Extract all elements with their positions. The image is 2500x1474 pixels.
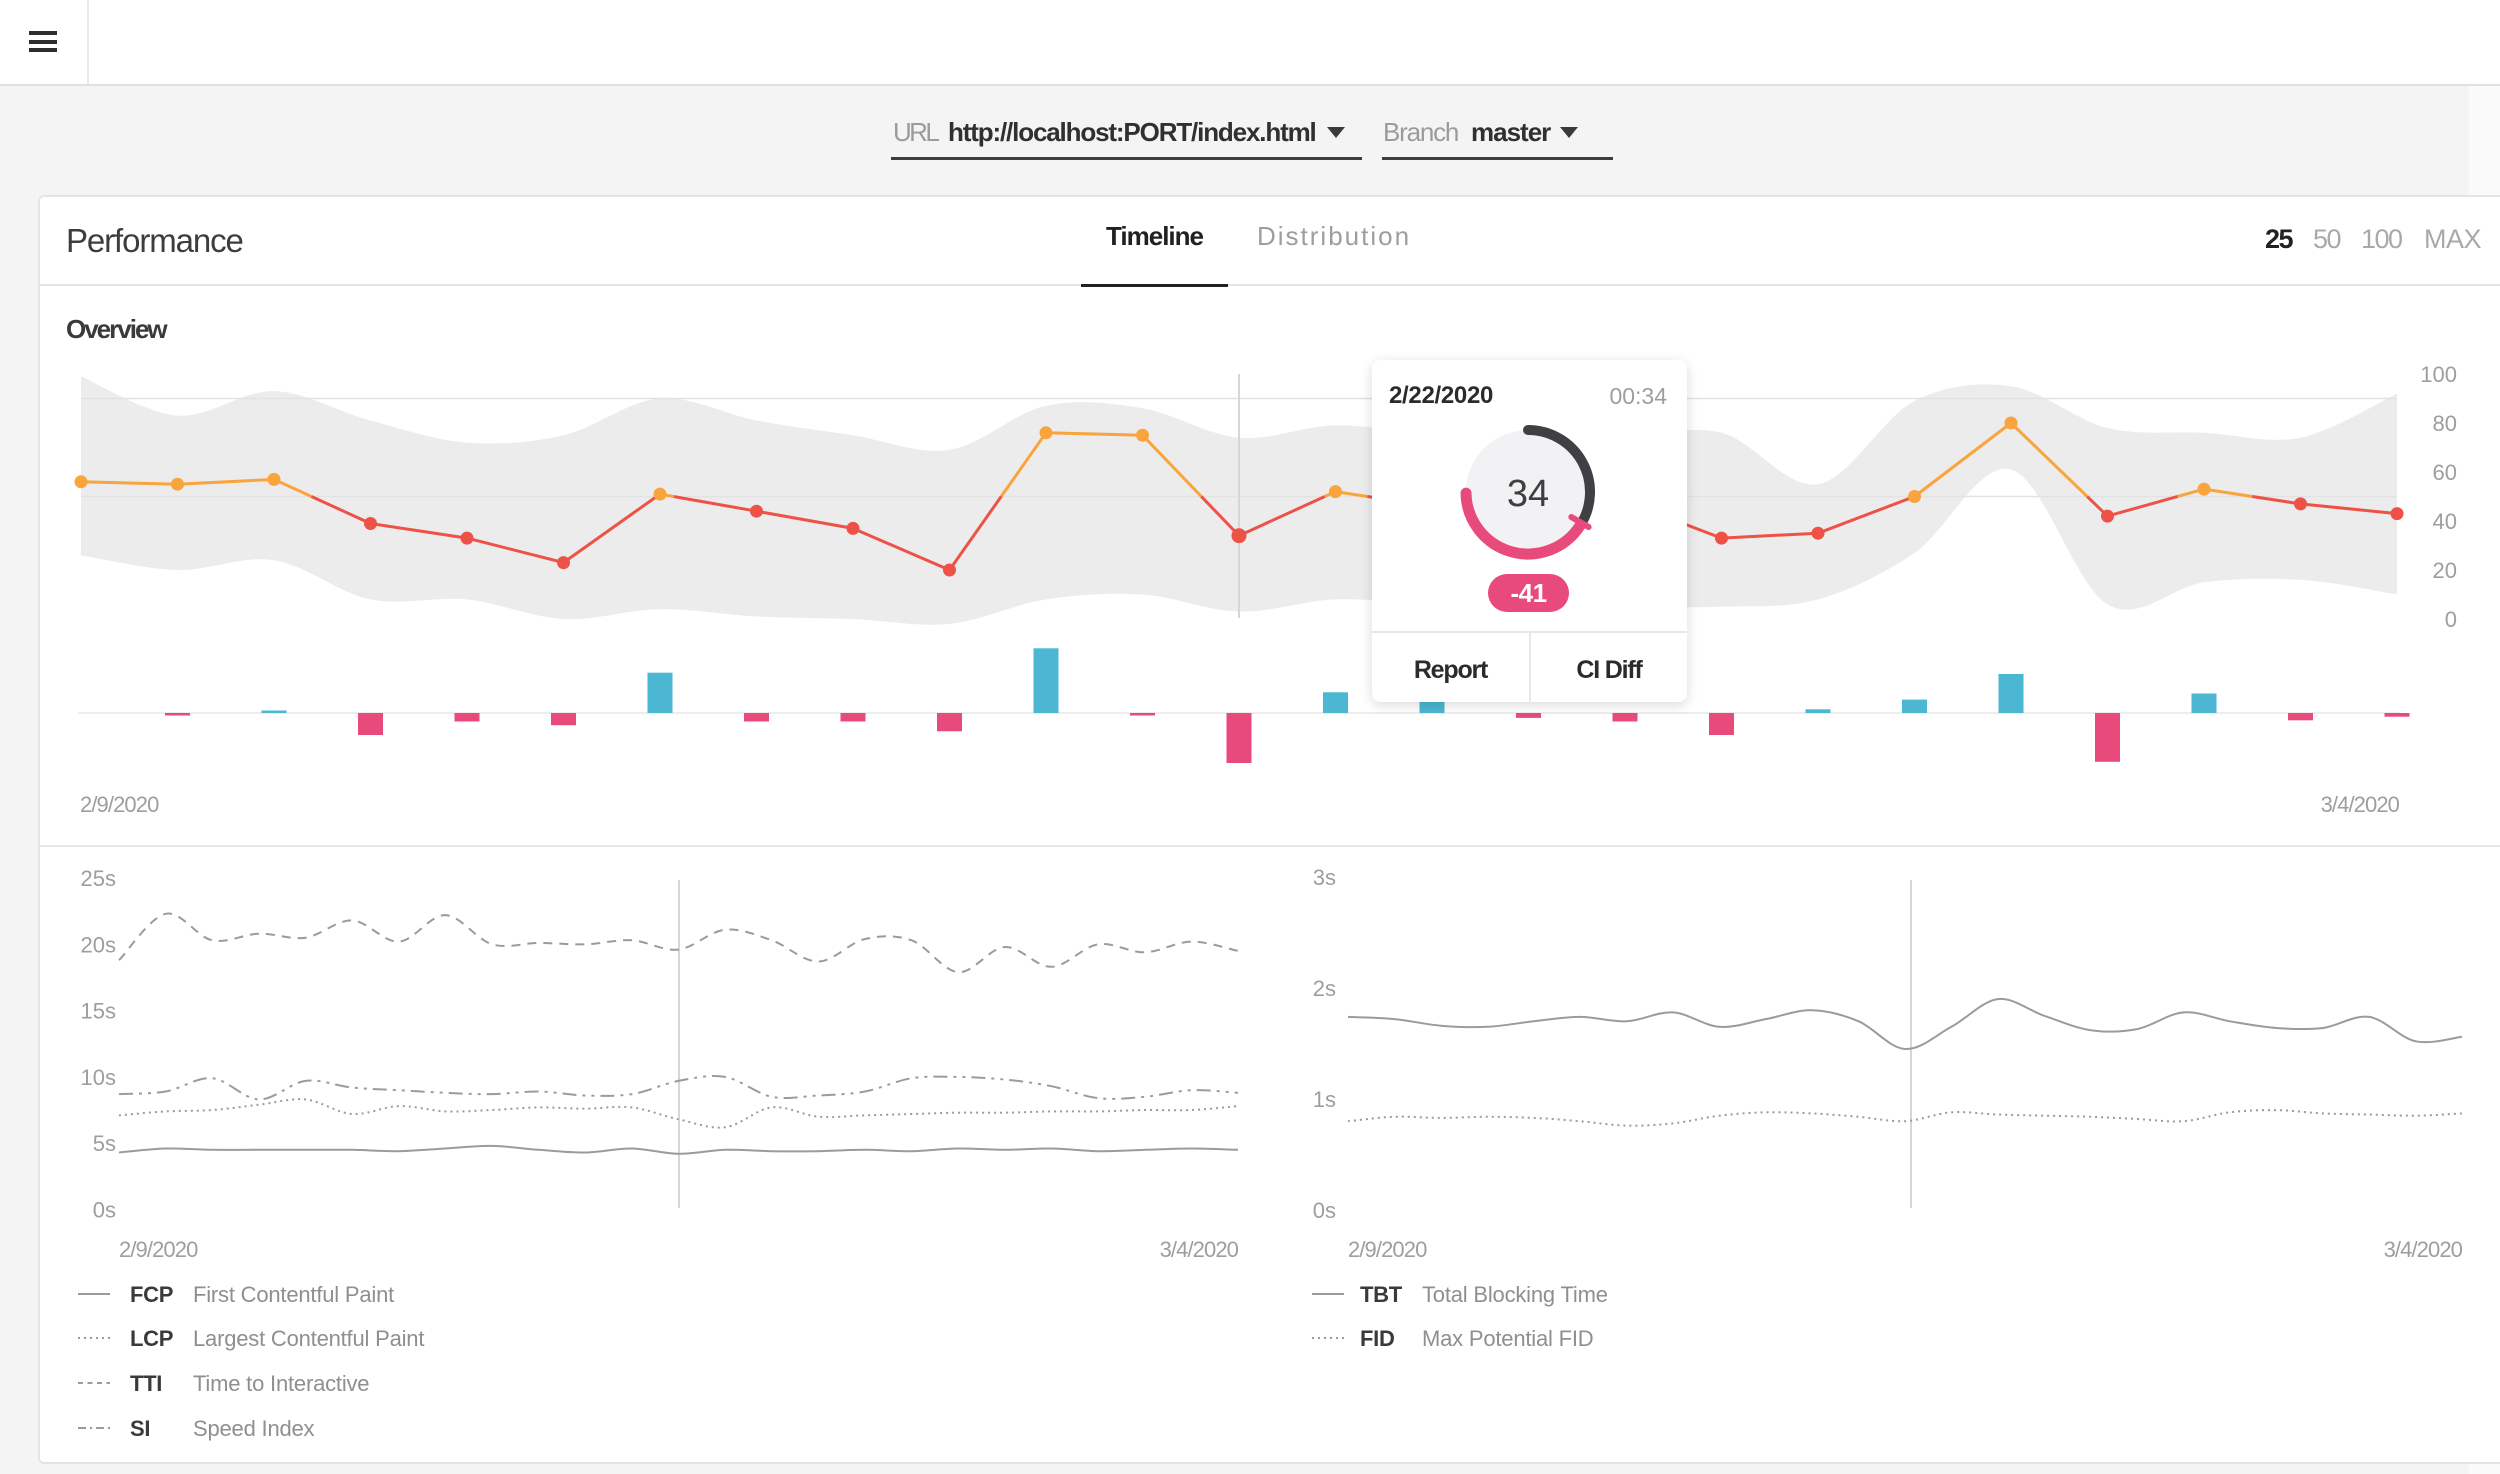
- svg-text:Largest Contentful Paint: Largest Contentful Paint: [193, 1326, 424, 1351]
- svg-text:15s: 15s: [81, 999, 116, 1024]
- svg-text:FID: FID: [1360, 1326, 1395, 1351]
- svg-text:0s: 0s: [1313, 1198, 1336, 1223]
- svg-text:Speed Index: Speed Index: [193, 1416, 315, 1441]
- svg-text:3s: 3s: [1313, 865, 1336, 890]
- svg-text:5s: 5s: [93, 1131, 116, 1156]
- svg-text:100: 100: [2420, 362, 2457, 387]
- svg-text:40: 40: [2433, 509, 2457, 534]
- svg-text:60: 60: [2433, 460, 2457, 485]
- svg-text:LCP: LCP: [130, 1326, 173, 1351]
- svg-text:Time to Interactive: Time to Interactive: [193, 1371, 369, 1396]
- svg-text:2s: 2s: [1313, 976, 1336, 1001]
- svg-text:SI: SI: [130, 1416, 150, 1441]
- svg-text:10s: 10s: [81, 1065, 116, 1090]
- svg-text:25s: 25s: [81, 866, 116, 891]
- svg-text:3/4/2020: 3/4/2020: [1160, 1237, 1239, 1262]
- svg-text:2/9/2020: 2/9/2020: [119, 1237, 198, 1262]
- svg-text:0: 0: [2445, 607, 2457, 632]
- svg-text:20: 20: [2433, 558, 2457, 583]
- svg-text:3/4/2020: 3/4/2020: [2384, 1237, 2463, 1262]
- svg-text:Total Blocking Time: Total Blocking Time: [1422, 1282, 1608, 1307]
- svg-text:80: 80: [2433, 411, 2457, 436]
- svg-text:FCP: FCP: [130, 1282, 173, 1307]
- svg-text:Max Potential FID: Max Potential FID: [1422, 1326, 1593, 1351]
- svg-text:First Contentful Paint: First Contentful Paint: [193, 1282, 394, 1307]
- svg-text:TTI: TTI: [130, 1371, 162, 1396]
- svg-text:3/4/2020: 3/4/2020: [2321, 792, 2400, 817]
- svg-text:2/9/2020: 2/9/2020: [80, 792, 159, 817]
- svg-text:20s: 20s: [81, 932, 116, 957]
- svg-text:1s: 1s: [1313, 1087, 1336, 1112]
- svg-text:0s: 0s: [93, 1198, 116, 1223]
- svg-text:2/9/2020: 2/9/2020: [1348, 1237, 1427, 1262]
- svg-text:TBT: TBT: [1360, 1282, 1403, 1307]
